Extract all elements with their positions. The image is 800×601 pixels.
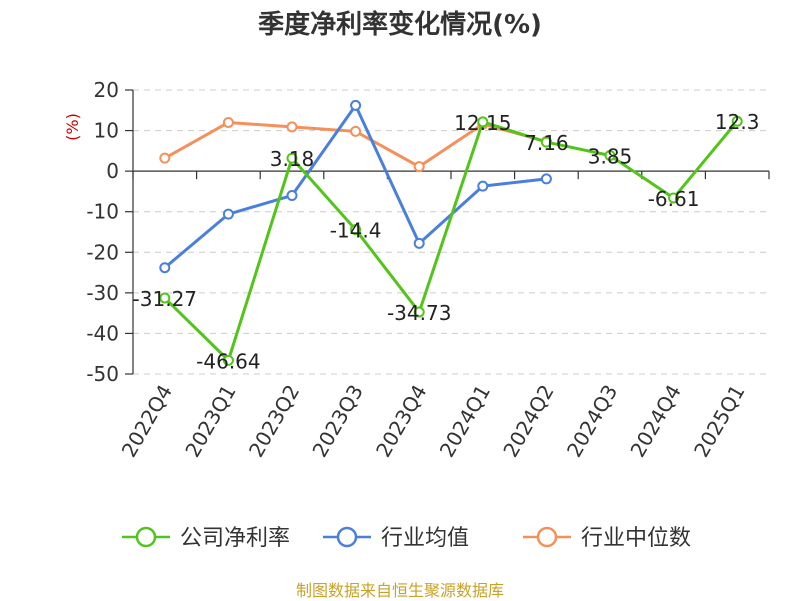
x-tick-label: 2023Q4: [371, 381, 431, 462]
data-point: [222, 354, 234, 366]
legend-label: 公司净利率: [180, 526, 290, 551]
data-point: [222, 208, 234, 220]
data-label: -31.27: [133, 287, 197, 311]
y-tick-label: -30: [86, 281, 119, 305]
data-label: 12.3: [715, 110, 760, 134]
y-tick-label: -40: [86, 321, 119, 345]
data-label: -6.61: [648, 187, 700, 211]
x-tick-label: 2023Q1: [180, 381, 240, 462]
chart-title: 季度净利率变化情况(%): [258, 10, 542, 40]
series-line: [163, 120, 739, 362]
data-point: [350, 224, 362, 236]
y-tick-label: 0: [106, 159, 119, 183]
source-note: 制图数据来自恒生聚源数据库: [295, 581, 504, 600]
x-tick-label: 2024Q4: [625, 381, 685, 462]
data-point: [540, 173, 552, 185]
data-label: -14.4: [330, 219, 382, 243]
x-tick-label: 2023Q2: [244, 381, 304, 462]
data-point: [286, 152, 298, 164]
x-tick-label: 2023Q3: [307, 381, 367, 462]
legend-marker: [336, 526, 358, 548]
data-label: 3.18: [270, 147, 315, 171]
data-point: [222, 116, 234, 128]
legend-label: 行业均值: [381, 526, 469, 551]
x-tick-label: 2025Q1: [689, 381, 749, 462]
data-point: [159, 292, 171, 304]
x-tick-label: 2024Q3: [562, 381, 622, 462]
data-point: [159, 262, 171, 274]
data-point: [413, 161, 425, 173]
data-point: [159, 152, 171, 164]
data-point: [286, 189, 298, 201]
data-labels: -31.27 -46.64 3.18 -14.4 -34.73 12.15 7.16 3.85…: [133, 110, 760, 373]
y-axis-label: (%): [63, 113, 82, 141]
data-point: [604, 150, 616, 162]
data-point: [731, 115, 743, 127]
x-tick-label: 2024Q2: [498, 381, 558, 462]
data-point: [413, 237, 425, 249]
data-label: 3.85: [588, 145, 633, 169]
y-tick-label: 10: [94, 119, 119, 143]
x-tick-label: 2024Q1: [435, 381, 495, 462]
data-label: -34.73: [387, 301, 451, 325]
data-point: [286, 121, 298, 133]
legend-marker: [135, 526, 157, 548]
y-tick-label: -50: [86, 362, 119, 386]
data-point: [477, 180, 489, 192]
data-point: [668, 192, 680, 204]
legend-marker: [536, 526, 558, 548]
x-tick-label: 2022Q4: [117, 381, 177, 462]
data-point: [477, 116, 489, 128]
y-tick-label: 20: [94, 78, 119, 102]
legend: 公司净利率 行业均值 行业中位数: [122, 526, 691, 551]
series-lines: [159, 99, 743, 366]
y-tick-label: -10: [86, 200, 119, 224]
data-point: [540, 136, 552, 148]
data-point: [413, 306, 425, 318]
y-tick-label: -20: [86, 240, 119, 264]
data-label: 12.15: [454, 111, 511, 135]
data-label: -46.64: [196, 349, 260, 373]
data-label: 7.16: [524, 131, 569, 155]
data-point: [350, 99, 362, 111]
grid-lines: [133, 89, 769, 375]
legend-label: 行业中位数: [581, 526, 691, 551]
data-point: [350, 125, 362, 137]
